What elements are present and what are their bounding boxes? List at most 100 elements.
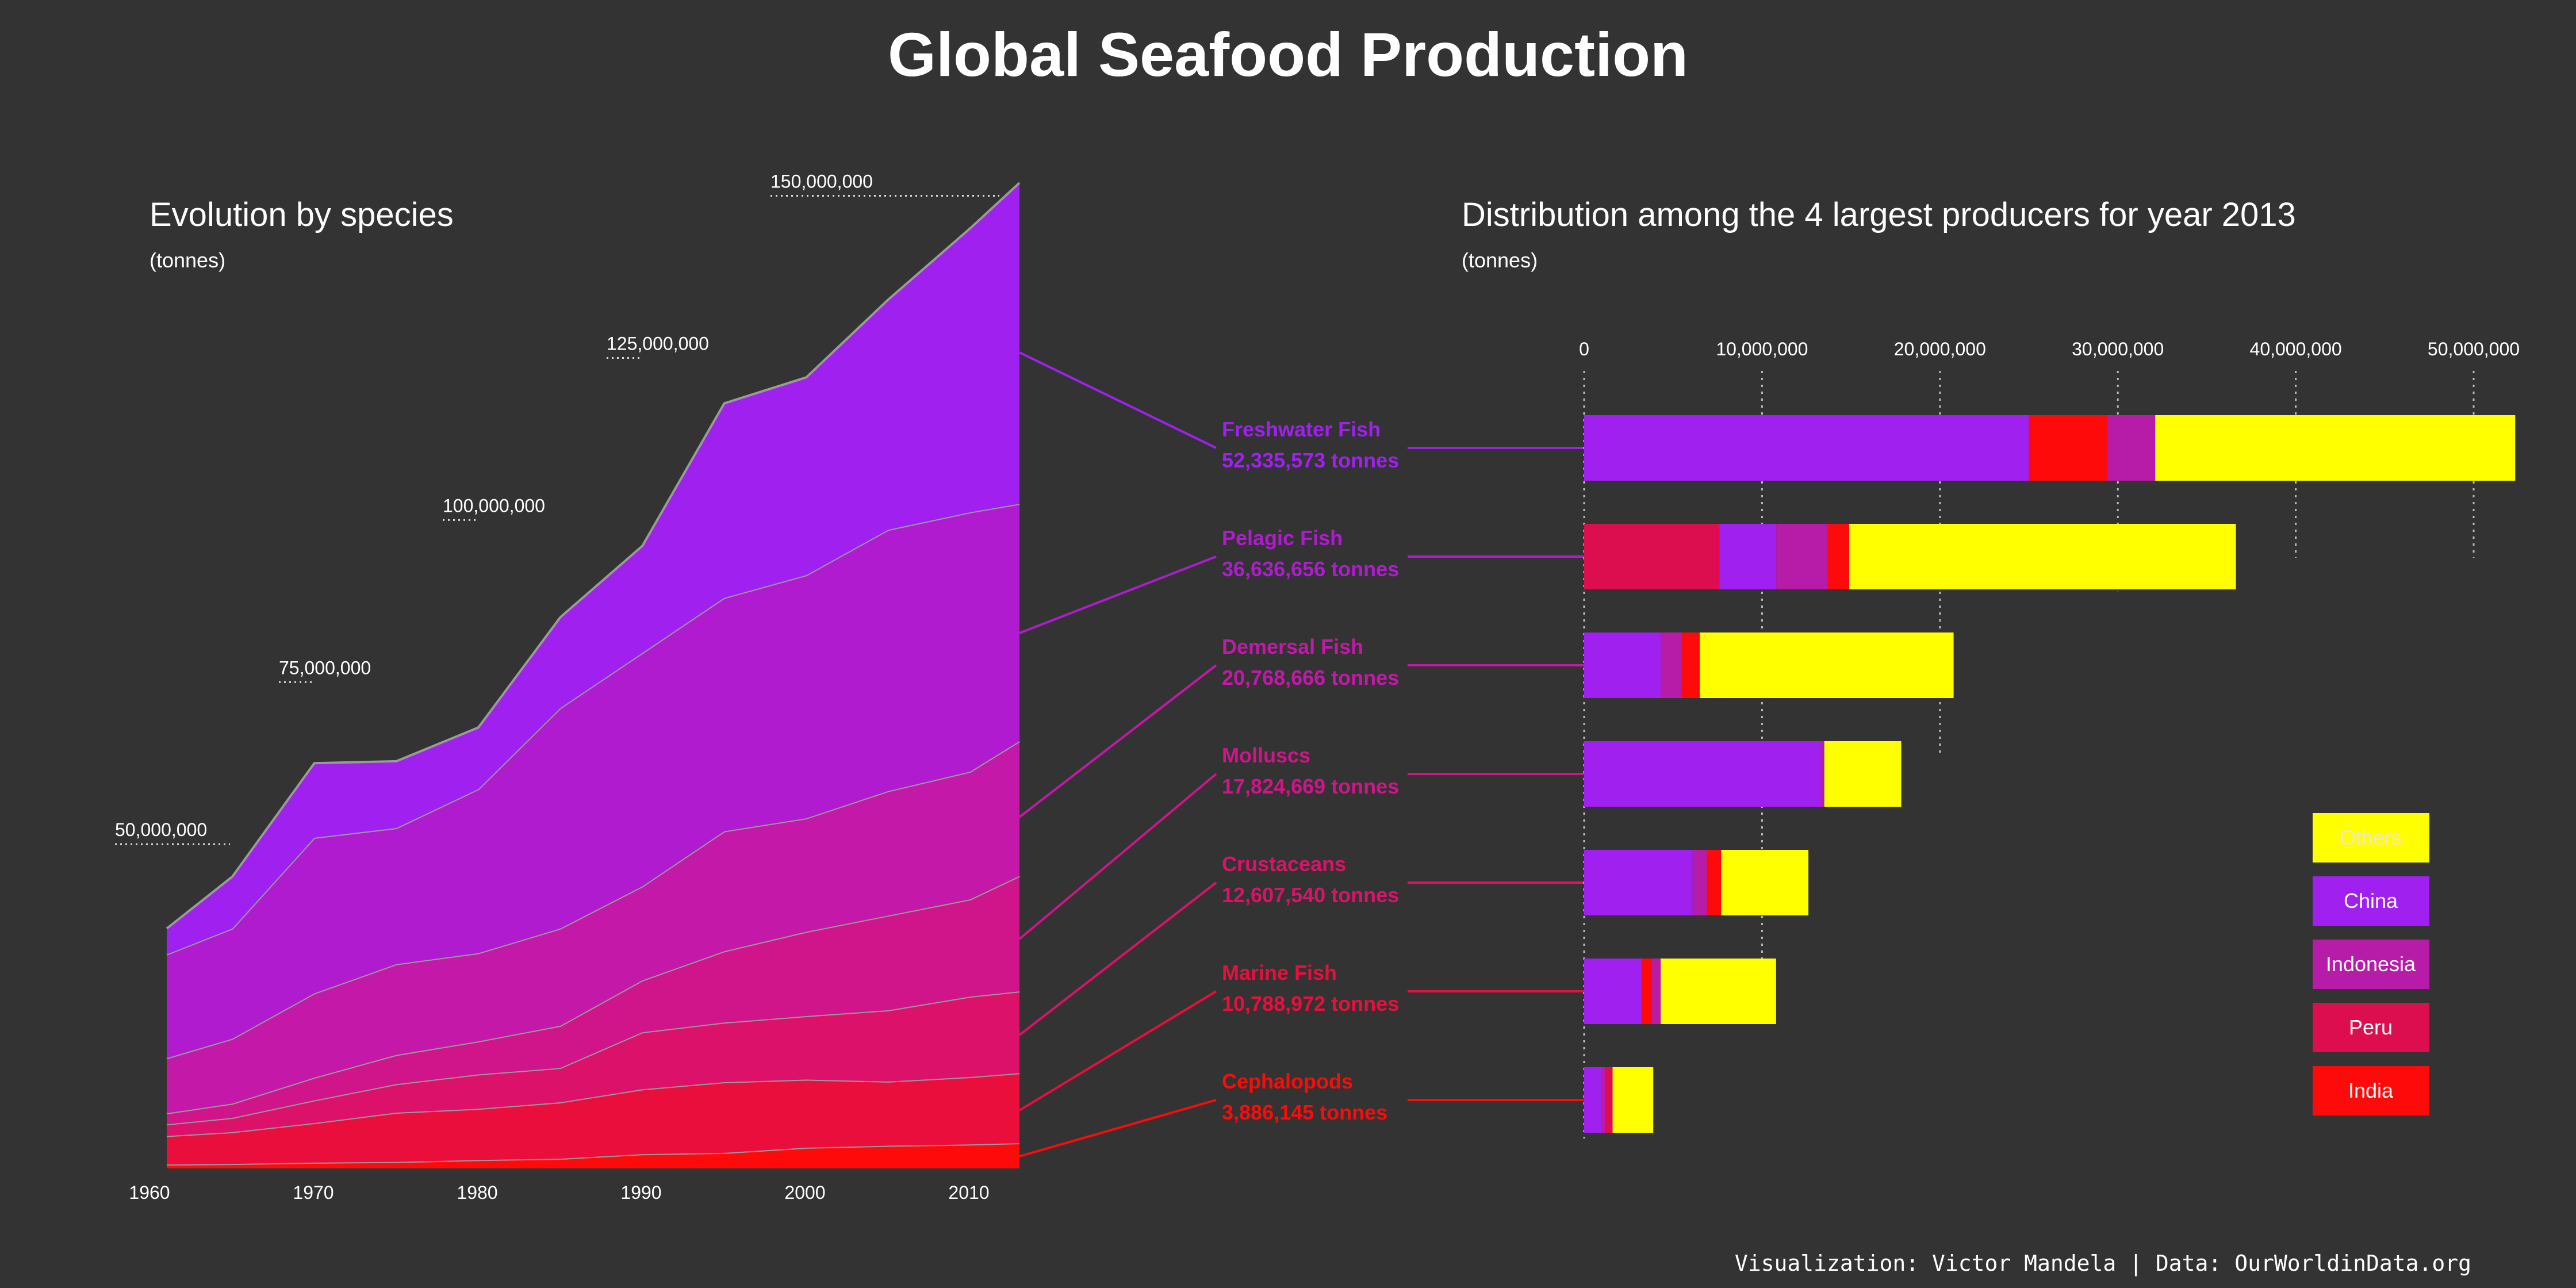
connector-lines	[1018, 351, 1584, 1157]
bar-cephalopods	[1584, 1067, 1654, 1133]
x-tick-label: 2010	[948, 1182, 989, 1203]
connector-diagonal	[1019, 555, 1217, 634]
bar-x-tick-label: 20,000,000	[1894, 339, 1986, 359]
x-tick-label: 2000	[784, 1182, 825, 1203]
reference-label: 150,000,000	[770, 171, 873, 192]
species-labels: Freshwater Fish 52,335,573 tonnes Pelagic …	[1222, 417, 1399, 1124]
legend-label: India	[2348, 1079, 2394, 1102]
bar-segment-others	[1612, 1067, 1654, 1133]
legend-item-china: China	[2313, 876, 2429, 926]
species-total-label: 10,788,972 tonnes	[1222, 992, 1399, 1015]
page-title: Global Seafood Production	[888, 20, 1688, 89]
bar-segment-china	[1584, 632, 1661, 698]
bar-segment-indonesia	[1820, 741, 1824, 807]
reference-label: 125,000,000	[607, 333, 709, 354]
bar-freshwater-fish	[1584, 415, 2516, 481]
bar-segment-others	[1661, 959, 1776, 1024]
bar-segment-india	[1707, 850, 1722, 915]
area-x-axis: 1960 1970 1980 1990 2000 2010	[129, 1182, 989, 1203]
connector-diagonal	[1018, 990, 1217, 1111]
legend-label: Indonesia	[2326, 952, 2416, 976]
producer-legend: Others China Indonesia Peru India	[2313, 813, 2429, 1116]
area-demersal-fish	[167, 741, 1019, 1114]
legend-item-india: India	[2313, 1066, 2429, 1116]
species-total-label: 20,768,666 tonnes	[1222, 666, 1399, 689]
bar-segment-others	[1721, 850, 1809, 915]
bar-segment-indonesia	[2107, 415, 2156, 481]
footer-credit: Visualization: Victor Mandela | Data: Ou…	[1735, 1251, 2471, 1276]
species-name-label: Crustaceans	[1222, 852, 1346, 876]
bar-segment-indonesia	[1651, 959, 1661, 1024]
x-tick-label: 1990	[620, 1182, 661, 1203]
bar-segment-china	[1584, 1067, 1602, 1133]
area-marine-fish	[167, 1073, 1019, 1165]
bar-segment-others	[1700, 632, 1954, 698]
area-molluscs	[167, 876, 1019, 1125]
bar-pelagic-fish	[1584, 524, 2236, 589]
bar-segment-china	[1719, 524, 1777, 589]
bar-x-tick-label: 30,000,000	[2072, 339, 2164, 359]
bar-segment-peru	[1605, 1067, 1613, 1133]
species-name-label: Pelagic Fish	[1222, 526, 1343, 550]
species-name-label: Freshwater Fish	[1222, 417, 1381, 441]
connector-diagonal	[1018, 664, 1217, 818]
reference-label: 100,000,000	[443, 495, 545, 516]
bar-molluscs	[1584, 741, 1902, 807]
area-line-crustaceans	[166, 990, 1020, 1126]
species-area-chart	[166, 182, 1021, 1168]
connector-diagonal	[1018, 881, 1217, 1036]
bar-marine-fish	[1584, 959, 1776, 1024]
bar-segment-others	[1849, 524, 2236, 589]
legend-label: Others	[2340, 826, 2402, 849]
bar-segment-indonesia	[1601, 1067, 1606, 1133]
legend-swatch	[2313, 940, 2429, 989]
species-total-label: 12,607,540 tonnes	[1222, 883, 1399, 907]
connector-diagonal	[1019, 1099, 1217, 1157]
bar-segment-china	[1584, 741, 1821, 807]
right-panel-subtitle: (tonnes)	[1462, 248, 1538, 272]
bar-segment-india	[1641, 959, 1652, 1024]
legend-item-indonesia: Indonesia	[2313, 940, 2429, 989]
bar-segment-china	[1584, 850, 1693, 915]
legend-swatch	[2313, 1003, 2429, 1052]
connector-diagonal	[1019, 351, 1217, 449]
left-panel-subtitle: (tonnes)	[150, 248, 225, 272]
species-name-label: Molluscs	[1222, 743, 1310, 767]
bar-segment-india	[1827, 524, 1850, 589]
legend-label: Peru	[2349, 1015, 2393, 1039]
bar-segment-others	[1824, 741, 1902, 807]
bar-segment-indonesia	[1776, 524, 1828, 589]
producer-bar-chart	[1584, 415, 2516, 1133]
area-pelagic-fish	[167, 504, 1019, 1059]
legend-swatch	[2313, 876, 2429, 926]
legend-swatch	[2313, 813, 2429, 862]
x-tick-label: 1960	[129, 1182, 170, 1203]
species-total-label: 36,636,656 tonnes	[1222, 557, 1399, 581]
reference-label: 75,000,000	[279, 657, 371, 678]
bar-segment-indonesia	[1692, 850, 1707, 915]
legend-swatch	[2313, 1066, 2429, 1116]
left-panel-title: Evolution by species	[150, 196, 454, 233]
reference-label: 50,000,000	[115, 819, 207, 840]
bar-segment-peru	[1584, 524, 1720, 589]
area-line-freshwater-fish	[166, 182, 1021, 930]
bar-crustaceans	[1584, 850, 1809, 915]
bar-segment-china	[1584, 959, 1642, 1024]
bar-x-tick-label: 0	[1579, 339, 1589, 359]
species-name-label: Marine Fish	[1222, 961, 1337, 984]
species-total-label: 52,335,573 tonnes	[1222, 448, 1399, 472]
area-crustaceans	[167, 991, 1019, 1136]
bar-x-tick-label: 40,000,000	[2250, 339, 2342, 359]
bar-segment-india	[1682, 632, 1700, 698]
species-name-label: Cephalopods	[1222, 1070, 1353, 1093]
legend-item-peru: Peru	[2313, 1003, 2429, 1052]
bar-x-tick-label: 10,000,000	[1716, 339, 1808, 359]
bar-segment-china	[1584, 415, 2029, 481]
area-reference-lines: 50,000,000 75,000,000 100,000,000 125,000,0…	[115, 171, 999, 845]
x-tick-label: 1980	[457, 1182, 497, 1203]
species-total-label: 17,824,669 tonnes	[1222, 775, 1399, 798]
bar-segment-others	[2155, 415, 2516, 481]
bar-segment-indonesia	[1661, 632, 1682, 698]
connector-diagonal	[1018, 773, 1217, 940]
